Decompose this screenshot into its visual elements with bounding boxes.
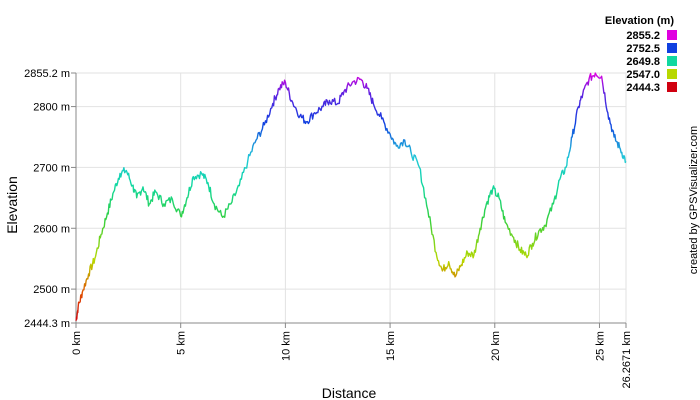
y-tick-label: 2600 m (33, 223, 70, 235)
legend-entry-label: 2649.8 (626, 56, 660, 68)
legend-title: Elevation (m) (605, 15, 674, 27)
credit-label: created by GPSVisualizer.com (688, 126, 700, 274)
y-tick-label: 2700 m (33, 162, 70, 174)
y-tick-label: 2800 m (33, 102, 70, 114)
legend-swatch (667, 69, 677, 79)
x-tick-label: 0 km (71, 331, 83, 355)
legend-entry-label: 2444.3 (626, 82, 660, 94)
elevation-series (75, 72, 627, 321)
legend-swatch (667, 30, 677, 40)
legend-swatch (667, 43, 677, 53)
y-tick-label: 2855.2 m (24, 68, 70, 80)
y-axis-title: Elevation (4, 176, 20, 234)
x-tick-label: 25 km (594, 331, 606, 361)
x-axis-title: Distance (322, 385, 377, 400)
x-tick-label: 20 km (490, 331, 502, 361)
legend-entry-label: 2547.0 (626, 69, 660, 81)
y-tick-label: 2444.3 m (24, 318, 70, 330)
legend-entry-label: 2855.2 (626, 30, 660, 42)
legend-entry-label: 2752.5 (626, 43, 660, 55)
legend-swatch (667, 82, 677, 92)
legend-swatch (667, 56, 677, 66)
x-tick-label: 5 km (176, 331, 188, 355)
x-axis-ticks: 0 km 5 km 10 km 15 km 20 km 25 km 26.2671 km (71, 323, 633, 388)
x-tick-label: 10 km (280, 331, 292, 361)
x-tick-label: 26.2671 km (621, 331, 633, 388)
elevation-legend: Elevation (m) 2855.22752.52649.82547.024… (605, 15, 677, 94)
elevation-line (75, 72, 627, 321)
grid-lines (75, 72, 627, 324)
y-tick-label: 2500 m (33, 284, 70, 296)
y-axis-ticks: 2444.3 m 2500 m 2600 m 2700 m 2800 m 2855.2 m (24, 68, 76, 330)
x-tick-label: 15 km (385, 331, 397, 361)
